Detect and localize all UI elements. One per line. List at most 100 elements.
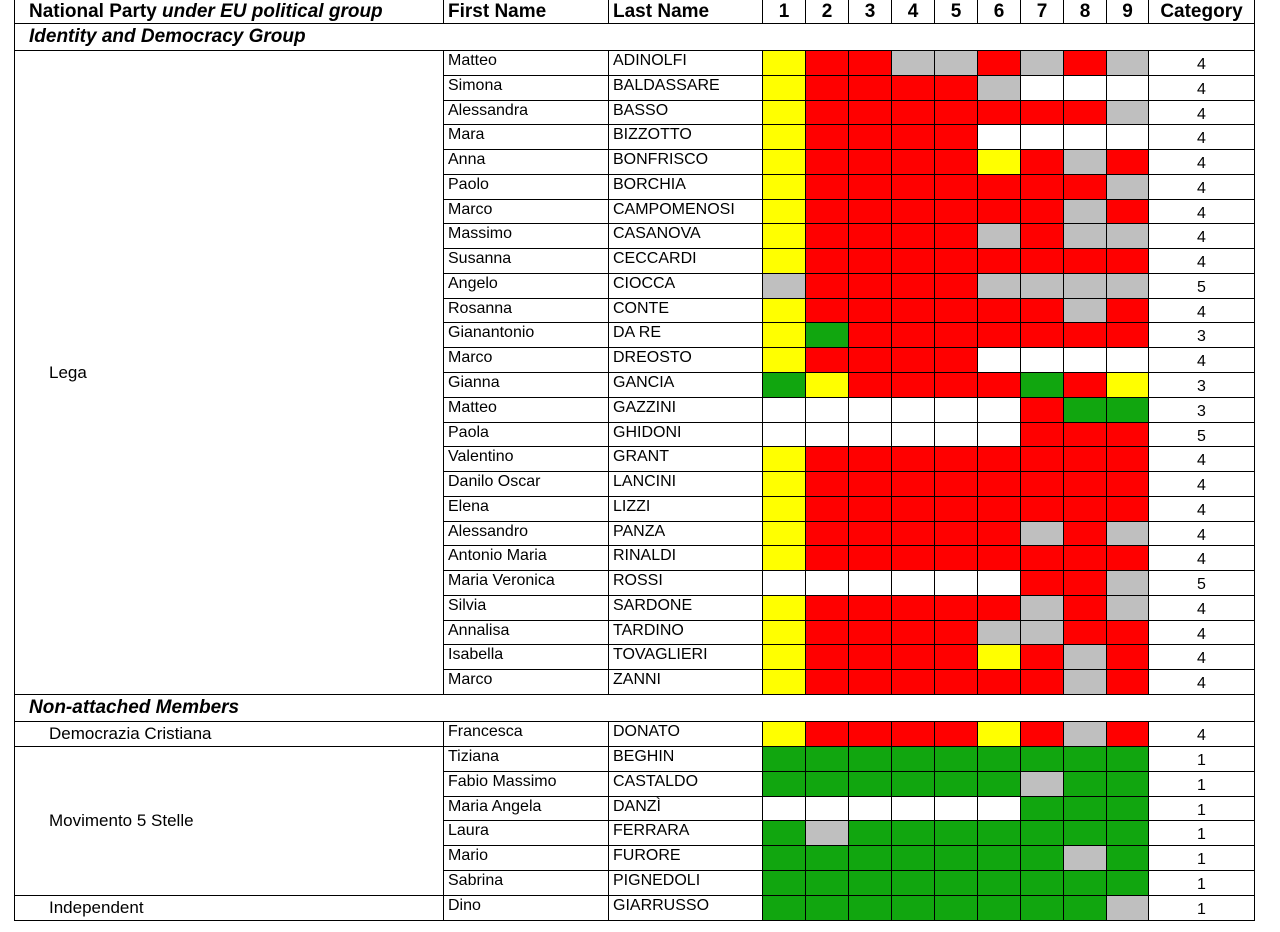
vote-cell <box>1021 871 1064 896</box>
vote-cell <box>806 447 849 472</box>
vote-cell <box>849 645 892 670</box>
first-name: Matteo <box>444 51 609 76</box>
vote-cell <box>763 224 806 249</box>
vote-cell <box>763 200 806 224</box>
vote-cell <box>892 423 935 447</box>
vote-cell <box>1064 797 1107 821</box>
vote-cell <box>892 274 935 299</box>
vote-cell <box>1107 150 1149 175</box>
vote-cell <box>978 150 1021 175</box>
first-name: Paola <box>444 423 609 447</box>
vote-cell <box>978 797 1021 821</box>
first-name: Marco <box>444 348 609 373</box>
vote-cell <box>892 175 935 200</box>
vote-cell <box>849 546 892 571</box>
header-vote: 6 <box>978 0 1021 24</box>
vote-cell <box>806 846 849 871</box>
vote-cell <box>849 846 892 871</box>
vote-cell <box>1021 299 1064 323</box>
vote-cell <box>806 896 849 921</box>
vote-cell <box>892 797 935 821</box>
first-name: Fabio Massimo <box>444 772 609 797</box>
last-name: CECCARDI <box>609 249 763 274</box>
category: 4 <box>1149 522 1255 546</box>
vote-cell <box>892 722 935 747</box>
first-name: Sabrina <box>444 871 609 896</box>
vote-cell <box>1107 596 1149 621</box>
vote-cell <box>763 821 806 846</box>
last-name: ZANNI <box>609 670 763 695</box>
last-name: TOVAGLIERI <box>609 645 763 670</box>
category: 4 <box>1149 348 1255 373</box>
vote-cell <box>849 423 892 447</box>
last-name: SARDONE <box>609 596 763 621</box>
vote-cell <box>763 472 806 497</box>
vote-cell <box>763 670 806 695</box>
vote-cell <box>1064 546 1107 571</box>
vote-cell <box>763 51 806 76</box>
vote-cell <box>763 125 806 150</box>
vote-cell <box>935 797 978 821</box>
vote-cell <box>849 621 892 645</box>
vote-cell <box>763 373 806 398</box>
vote-cell <box>806 200 849 224</box>
vote-cell <box>935 621 978 645</box>
vote-cell <box>1064 772 1107 797</box>
vote-cell <box>1021 522 1064 546</box>
header-category: Category <box>1149 0 1255 24</box>
vote-cell <box>935 670 978 695</box>
vote-cell <box>1107 423 1149 447</box>
first-name: Maria Angela <box>444 797 609 821</box>
vote-cell <box>935 249 978 274</box>
category: 4 <box>1149 224 1255 249</box>
vote-cell <box>1107 497 1149 522</box>
vote-cell <box>1107 323 1149 348</box>
vote-cell <box>1021 348 1064 373</box>
vote-cell <box>763 722 806 747</box>
last-name: TARDINO <box>609 621 763 645</box>
vote-cell <box>1064 522 1107 546</box>
vote-cell <box>892 522 935 546</box>
first-name: Paolo <box>444 175 609 200</box>
vote-cell <box>892 571 935 596</box>
vote-cell <box>892 596 935 621</box>
vote-cell <box>763 571 806 596</box>
vote-cell <box>1021 323 1064 348</box>
vote-cell <box>849 323 892 348</box>
vote-cell <box>978 398 1021 423</box>
first-name: Marco <box>444 670 609 695</box>
category: 4 <box>1149 51 1255 76</box>
party-text: Movimento 5 Stelle <box>49 811 194 830</box>
vote-cell <box>763 249 806 274</box>
vote-cell <box>978 76 1021 101</box>
vote-cell <box>806 546 849 571</box>
last-name: GIARRUSSO <box>609 896 763 921</box>
first-name: Mario <box>444 846 609 871</box>
vote-cell <box>1107 645 1149 670</box>
vote-cell <box>763 747 806 772</box>
last-name: DA RE <box>609 323 763 348</box>
first-name: Maria Veronica <box>444 571 609 596</box>
category: 5 <box>1149 571 1255 596</box>
header-vote: 3 <box>849 0 892 24</box>
first-name: Danilo Oscar <box>444 472 609 497</box>
vote-cell <box>892 896 935 921</box>
vote-cell <box>978 821 1021 846</box>
vote-cell <box>1064 348 1107 373</box>
vote-cell <box>1021 200 1064 224</box>
header-vote: 2 <box>806 0 849 24</box>
section-title: Identity and Democracy Group <box>14 24 1255 51</box>
vote-cell <box>849 373 892 398</box>
first-name: Tiziana <box>444 747 609 772</box>
vote-cell <box>892 472 935 497</box>
first-name: Matteo <box>444 398 609 423</box>
vote-cell <box>1021 797 1064 821</box>
vote-cell <box>849 200 892 224</box>
vote-cell <box>978 846 1021 871</box>
vote-cell <box>978 200 1021 224</box>
party-name: Independent <box>14 896 444 921</box>
vote-cell <box>806 472 849 497</box>
vote-cell <box>1064 423 1107 447</box>
first-name: Elena <box>444 497 609 522</box>
vote-cell <box>935 51 978 76</box>
